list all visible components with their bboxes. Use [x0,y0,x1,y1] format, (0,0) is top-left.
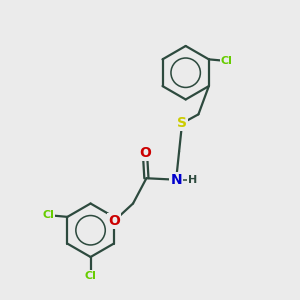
Text: Cl: Cl [85,271,97,281]
Text: O: O [139,146,151,160]
Text: Cl: Cl [221,56,232,66]
Text: N: N [170,173,182,187]
Text: O: O [108,214,120,228]
Text: H: H [188,175,197,185]
Text: Cl: Cl [43,210,55,220]
Text: S: S [177,116,187,130]
